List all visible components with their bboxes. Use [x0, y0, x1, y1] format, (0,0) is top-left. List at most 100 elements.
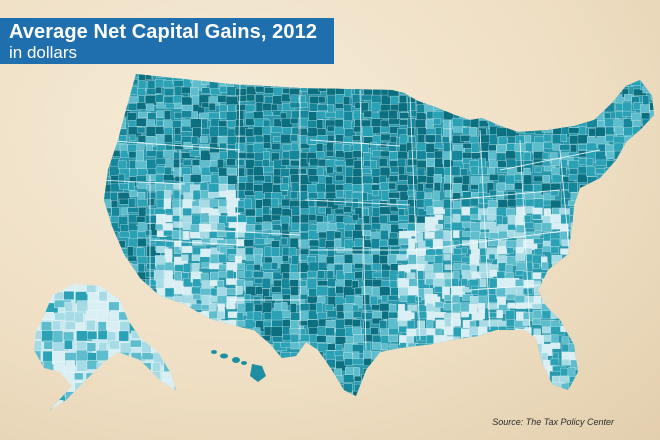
county-cell: [327, 247, 335, 258]
county-cell: [587, 294, 595, 306]
county-cell: [622, 270, 637, 281]
county-cell: [596, 103, 605, 110]
borough-cell: [164, 302, 173, 315]
county-cell: [588, 245, 599, 254]
county-cell: [111, 263, 124, 273]
borough-cell: [34, 311, 42, 320]
county-cell: [460, 88, 472, 95]
county-cell: [489, 87, 500, 99]
county-cell: [623, 74, 638, 83]
county-cell: [217, 382, 230, 392]
county-cell: [244, 270, 253, 279]
county-cell: [532, 111, 542, 124]
borough-cell: [119, 380, 131, 395]
county-cell: [104, 367, 112, 379]
county-cell: [651, 198, 654, 206]
county-cell: [506, 158, 518, 168]
county-cell: [163, 311, 177, 323]
county-cell: [604, 285, 614, 298]
borough-cell: [141, 413, 155, 420]
county-cell: [651, 224, 654, 234]
county-cell: [253, 74, 265, 82]
county-cell: [201, 87, 211, 94]
county-cell: [104, 143, 114, 154]
county-cell: [201, 374, 209, 385]
county-cell: [306, 270, 317, 278]
county-cell: [525, 351, 534, 360]
county-cell: [281, 302, 288, 311]
county-cell: [507, 119, 517, 128]
borough-cell: [34, 381, 41, 396]
county-cell: [253, 264, 261, 271]
county-cell: [387, 349, 401, 358]
county-cell: [316, 399, 327, 406]
county-cell: [623, 375, 637, 386]
county-cell: [630, 158, 644, 166]
county-cell: [524, 221, 534, 229]
borough-cell: [53, 382, 68, 395]
county-cell: [524, 336, 537, 343]
county-cell: [352, 390, 359, 396]
county-cell: [424, 264, 433, 272]
county-cell: [146, 294, 158, 300]
county-cell: [597, 214, 612, 225]
county-cell: [252, 311, 262, 322]
county-cell: [315, 215, 324, 223]
county-cell: [633, 312, 640, 321]
county-cell: [560, 181, 570, 190]
county-cell: [496, 183, 506, 192]
county-cell: [533, 103, 541, 110]
county-cell: [380, 182, 389, 191]
county-cell: [551, 88, 565, 96]
county-cell: [136, 160, 149, 170]
county-cell: [551, 278, 560, 285]
county-cell: [333, 368, 342, 377]
county-cell: [542, 87, 552, 96]
county-cell: [407, 366, 419, 374]
county-cell: [415, 86, 426, 97]
county-cell: [560, 87, 570, 100]
county-cell: [606, 222, 614, 233]
county-cell: [388, 109, 398, 121]
county-cell: [389, 280, 398, 288]
county-cell: [596, 206, 610, 217]
county-cell: [596, 310, 603, 318]
county-cell: [218, 328, 231, 338]
county-cell: [208, 102, 216, 111]
county-cell: [272, 80, 285, 88]
borough-cell: [174, 320, 176, 333]
county-cell: [217, 311, 225, 320]
county-cell: [614, 168, 626, 178]
county-cell: [210, 287, 218, 296]
county-cell: [450, 319, 461, 327]
county-cell: [534, 374, 544, 384]
county-cell: [631, 399, 642, 409]
county-cell: [615, 368, 626, 381]
county-cell: [316, 286, 330, 296]
county-cell: [587, 96, 596, 103]
county-cell: [345, 158, 355, 167]
county-cell: [228, 319, 237, 329]
county-cell: [595, 184, 608, 194]
county-cell: [568, 248, 582, 258]
county-cell: [532, 334, 545, 345]
county-cell: [406, 312, 415, 320]
county-cell: [272, 95, 283, 106]
county-cell: [525, 400, 532, 409]
county-cell: [380, 230, 389, 241]
county-cell: [388, 175, 399, 183]
county-cell: [505, 93, 514, 103]
county-cell: [541, 376, 550, 387]
county-cell: [109, 88, 118, 101]
county-cell: [308, 375, 317, 381]
borough-cell: [129, 311, 140, 321]
borough-cell: [108, 372, 120, 381]
county-cell: [165, 296, 174, 303]
county-cell: [604, 270, 613, 281]
county-cell: [426, 311, 435, 321]
county-cell: [190, 392, 205, 396]
county-cell: [513, 376, 523, 385]
county-cell: [489, 189, 498, 199]
county-cell: [496, 358, 503, 366]
county-cell: [371, 74, 381, 77]
